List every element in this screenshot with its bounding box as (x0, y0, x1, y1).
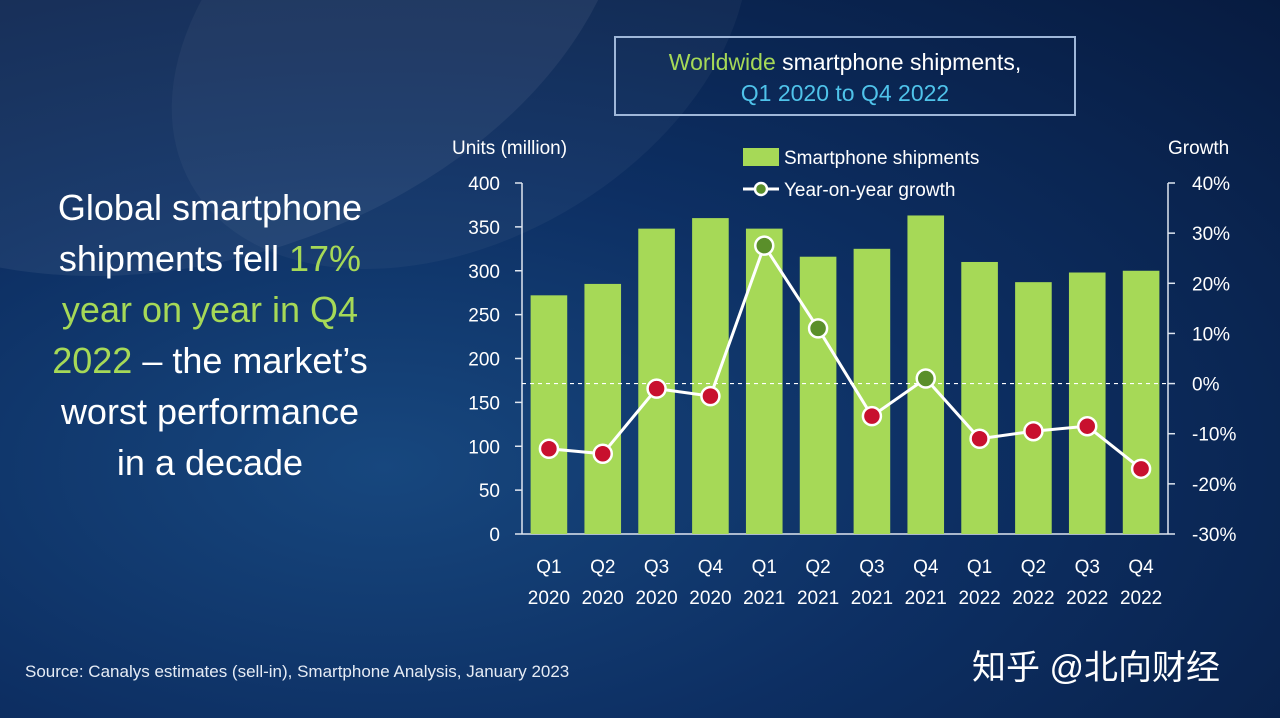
bar-smartphone-shipments (961, 261, 998, 534)
legend-label: Smartphone shipments (784, 148, 979, 169)
x-tick-label-year: 2022 (1012, 588, 1054, 609)
y-tick-label-left: 150 (468, 393, 500, 414)
x-tick-label-quarter: Q2 (590, 557, 615, 578)
bar-smartphone-shipments (692, 218, 729, 534)
x-tick-label-quarter: Q2 (1021, 557, 1046, 578)
x-tick-label-quarter: Q3 (644, 557, 669, 578)
x-tick-label-quarter: Q4 (698, 557, 724, 578)
y-tick-label-right: -30% (1192, 525, 1236, 546)
bar-smartphone-shipments (1068, 272, 1106, 534)
x-tick-label-year: 2021 (797, 588, 839, 609)
growth-point (915, 368, 936, 389)
y-tick-label-left: 0 (489, 525, 500, 546)
y-tick-label-right: -10% (1192, 425, 1236, 446)
x-tick-label-quarter: Q1 (967, 557, 992, 578)
headline-line: shipments fell (58, 238, 290, 279)
x-tick-label-quarter: Q3 (859, 557, 884, 578)
growth-point (861, 405, 883, 427)
x-tick-label-quarter: Q4 (1128, 557, 1154, 578)
headline-line: worst performance (60, 391, 360, 432)
headline-line: in a decade (116, 442, 304, 483)
y-axis-title-right: Growth (1168, 138, 1229, 159)
y-tick-label-right: -20% (1192, 475, 1236, 496)
x-tick-label-quarter: Q2 (805, 557, 830, 578)
legend-label: Year-on-year growth (784, 180, 955, 201)
growth-point (592, 443, 613, 465)
x-tick-label-year: 2020 (528, 588, 570, 609)
x-tick-label-quarter: Q1 (536, 557, 561, 578)
legend-swatch-bar (743, 148, 779, 166)
bar-smartphone-shipments (1015, 282, 1052, 534)
y-tick-label-left: 400 (468, 174, 500, 195)
growth-point (807, 318, 829, 339)
bar-smartphone-shipments (799, 256, 837, 534)
x-tick-label-year: 2020 (582, 588, 624, 609)
x-tick-label-year: 2021 (851, 588, 893, 609)
growth-point (538, 438, 560, 460)
headline-line: – the market’s (132, 340, 368, 381)
legend-swatch-marker (753, 181, 769, 197)
x-tick-label-year: 2021 (743, 588, 785, 609)
y-tick-label-left: 350 (468, 218, 500, 239)
x-tick-label-year: 2022 (1066, 588, 1108, 609)
x-tick-label-quarter: Q3 (1075, 557, 1100, 578)
growth-line (548, 242, 1143, 470)
source-note: Source: Canalys estimates (sell-in), Sma… (25, 662, 570, 681)
x-tick-label-year: 2021 (905, 588, 947, 609)
chart-subtitle: Q1 2020 to Q4 2022 (740, 80, 950, 106)
headline-highlight: year on year in Q4 (61, 289, 359, 330)
growth-point (700, 385, 721, 407)
watermark: 知乎 @北向财经 (972, 649, 1220, 687)
y-tick-label-right: 10% (1192, 324, 1230, 345)
y-tick-label-left: 200 (468, 350, 500, 371)
growth-point (969, 428, 990, 449)
growth-point (1023, 420, 1044, 442)
chart-title-part: smartphone shipments, (775, 49, 1022, 75)
x-tick-label-year: 2020 (689, 588, 731, 609)
headline-highlight: 17% (289, 238, 362, 279)
headline-line: Global smartphone (57, 187, 363, 228)
y-tick-label-right: 30% (1192, 224, 1230, 245)
chart-title-box: Worldwide smartphone shipments, Q1 2020 … (614, 36, 1076, 116)
growth-point (1130, 458, 1152, 480)
growth-point (754, 235, 775, 256)
y-tick-label-right: 40% (1192, 174, 1230, 195)
bar-smartphone-shipments (1122, 270, 1160, 534)
headline-highlight: 2022 (52, 340, 133, 381)
bar-smartphone-shipments (853, 248, 891, 534)
headline: Global smartphone shipments fell 17% yea… (20, 182, 400, 488)
growth-point (1077, 415, 1098, 437)
x-tick-label-year: 2022 (1120, 588, 1162, 609)
y-tick-label-right: 20% (1192, 274, 1230, 295)
y-tick-label-left: 50 (479, 481, 500, 502)
y-tick-label-left: 100 (468, 437, 500, 458)
bar-smartphone-shipments (530, 295, 568, 534)
x-tick-label-year: 2022 (958, 588, 1000, 609)
y-tick-label-right: 0% (1192, 375, 1220, 396)
y-tick-label-left: 300 (468, 262, 500, 283)
bar-smartphone-shipments (745, 228, 783, 534)
y-axis-title-left: Units (million) (452, 138, 567, 159)
chart-title-part: Worldwide (668, 49, 776, 75)
growth-point (646, 378, 667, 399)
bar-smartphone-shipments (584, 283, 622, 534)
y-tick-label-left: 250 (468, 306, 500, 327)
x-tick-label-quarter: Q4 (913, 557, 939, 578)
x-tick-label-quarter: Q1 (752, 557, 777, 578)
x-tick-label-year: 2020 (635, 588, 677, 609)
